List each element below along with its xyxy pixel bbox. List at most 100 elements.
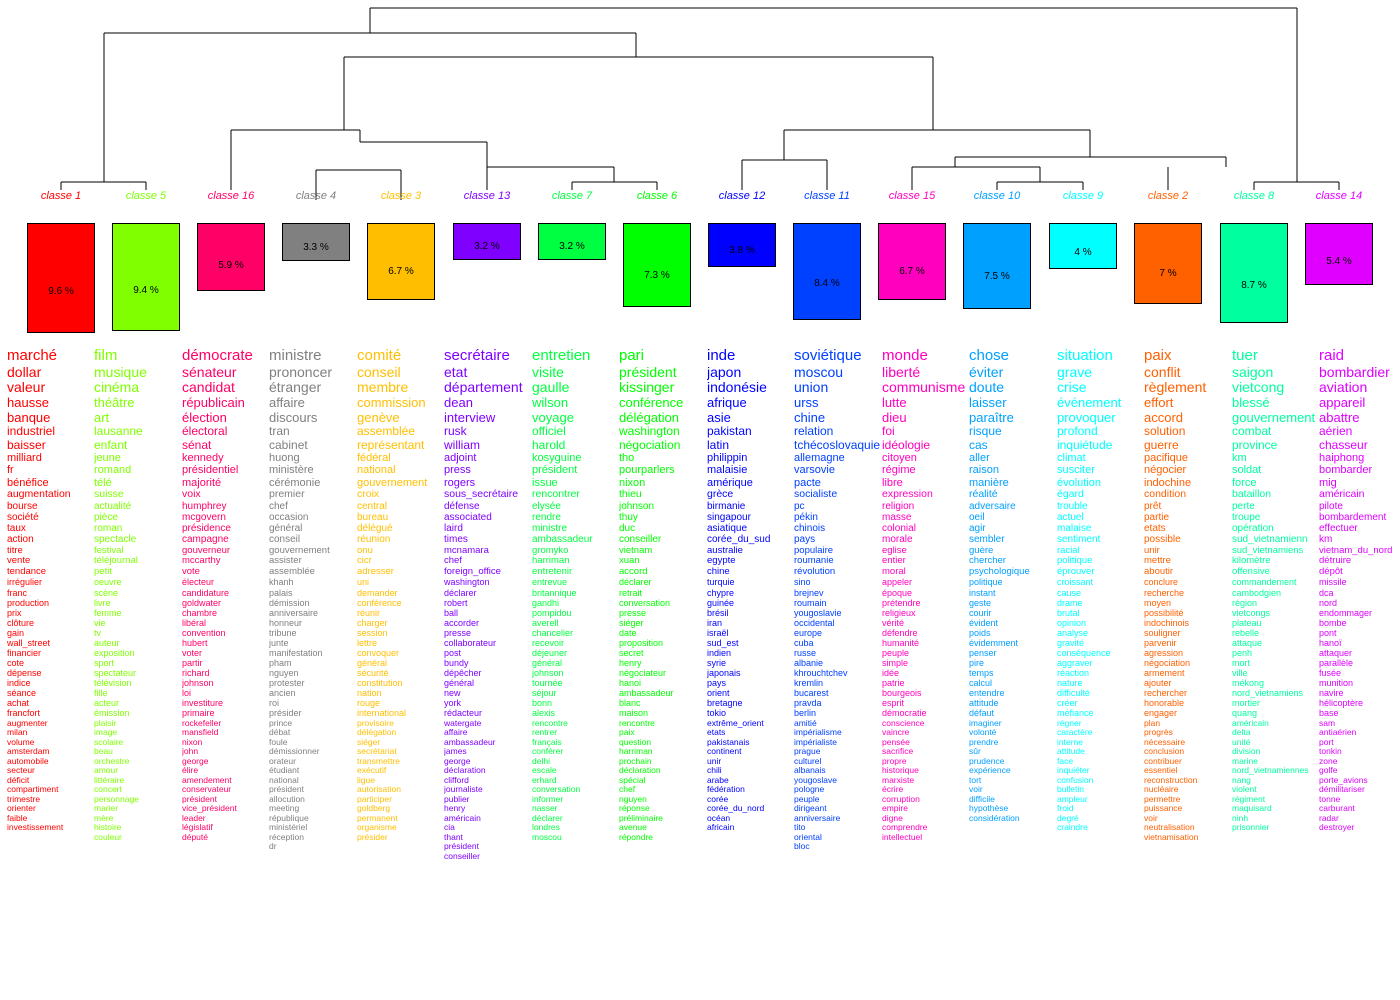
word: historique	[882, 765, 919, 776]
word: faible	[7, 812, 28, 823]
word: pays	[707, 678, 727, 689]
word: henry	[444, 803, 466, 814]
word: baisser	[7, 437, 46, 452]
word: interview	[444, 409, 496, 425]
word: tokio	[707, 708, 727, 719]
word: brésil	[707, 607, 729, 618]
word: présider	[357, 831, 388, 842]
word: elysée	[532, 500, 561, 512]
word: secrétaire	[444, 348, 510, 364]
class-label: classe 4	[295, 190, 337, 202]
word: racial	[1057, 544, 1080, 556]
word: citoyen	[882, 452, 917, 465]
word: protester	[269, 678, 305, 689]
word: crise	[1057, 379, 1087, 396]
word: hubert	[182, 637, 208, 648]
dendrogram-link-b	[360, 141, 615, 182]
word: plan	[1144, 717, 1161, 728]
class-percentage: 9.4 %	[133, 284, 159, 296]
word: raid	[1319, 348, 1345, 364]
word: conversation	[532, 784, 581, 795]
word: culturel	[794, 755, 822, 766]
word: chercher	[969, 555, 1006, 567]
word: convention	[182, 627, 226, 638]
word: augmenter	[7, 717, 48, 728]
word: monde	[882, 348, 928, 364]
word: imaginer	[969, 717, 1002, 728]
word: bombardier	[1319, 363, 1390, 380]
word: réaction	[1057, 668, 1090, 679]
word: orateur	[269, 755, 296, 766]
word: pakistan	[707, 424, 752, 439]
word: australie	[707, 544, 743, 556]
word: détruire	[1319, 555, 1352, 567]
word: genève	[357, 409, 400, 425]
word: colonial	[882, 523, 916, 535]
word: pologne	[794, 784, 825, 795]
word: gouvernement	[357, 476, 428, 489]
word: pravda	[794, 698, 822, 709]
word: femme	[94, 607, 122, 618]
word-column: raid bombardier aviation appareil abattre aér…	[1319, 348, 1400, 1000]
word: blessé	[1232, 395, 1270, 411]
word: pire	[969, 658, 985, 669]
word: milliard	[7, 452, 42, 465]
word: etats	[1144, 523, 1166, 535]
word: inquiéter	[1057, 765, 1090, 776]
word: musique	[94, 363, 147, 380]
word: pourparlers	[619, 464, 675, 477]
word: indochinois	[1144, 617, 1190, 628]
word: masse	[882, 511, 912, 523]
word: york	[444, 698, 462, 709]
word: james	[444, 746, 467, 757]
word: provoquer	[1057, 409, 1116, 425]
word: déjeuner	[532, 647, 568, 658]
word: président	[269, 784, 304, 795]
word: navire	[1319, 688, 1344, 699]
word: partir	[182, 658, 203, 669]
word-column: démocrate sénateur candidat républicain élec…	[182, 348, 270, 1000]
word: new	[444, 688, 461, 699]
word: conservateur	[182, 784, 232, 795]
word: candidature	[182, 587, 230, 598]
word: effort	[1144, 395, 1174, 411]
word: orienter	[7, 803, 36, 814]
word: aviation	[1319, 379, 1368, 396]
word: religieux	[882, 607, 916, 618]
class-label: classe 14	[1315, 190, 1363, 202]
class-percentage: 7.5 %	[984, 271, 1010, 283]
dendrogram-link-root	[369, 7, 1298, 182]
word: rebelle	[1232, 627, 1260, 638]
word: siéger	[619, 617, 644, 628]
word: déclarer	[532, 812, 563, 823]
word: philippin	[707, 452, 748, 465]
word: patrie	[882, 678, 905, 689]
word: représentant	[357, 437, 425, 452]
word: président	[619, 363, 677, 380]
word: blanc	[619, 698, 641, 709]
word: psychologique	[969, 565, 1030, 577]
word: etats	[707, 727, 726, 738]
word: dépôt	[1319, 565, 1343, 577]
word: commission	[357, 395, 426, 411]
word: voir	[969, 784, 983, 795]
class-label: classe 7	[551, 190, 593, 202]
word: image	[94, 727, 118, 738]
word: pensée	[882, 736, 910, 747]
word: simple	[882, 658, 909, 669]
word: neutralisation	[1144, 822, 1195, 833]
word: corruption	[882, 793, 920, 804]
word: roman	[94, 523, 123, 535]
word: attitude	[1057, 746, 1085, 757]
word: conseil	[269, 534, 301, 546]
word: francfort	[7, 708, 41, 719]
word: évidemment	[969, 637, 1019, 648]
word: romand	[94, 464, 132, 477]
word: expression	[882, 488, 933, 501]
word: cause	[1057, 587, 1082, 598]
word: président	[532, 464, 578, 477]
word: attitude	[969, 698, 999, 709]
word: johnson	[619, 500, 655, 512]
word: socialiste	[794, 488, 838, 501]
word: sous_secrétaire	[444, 488, 519, 501]
